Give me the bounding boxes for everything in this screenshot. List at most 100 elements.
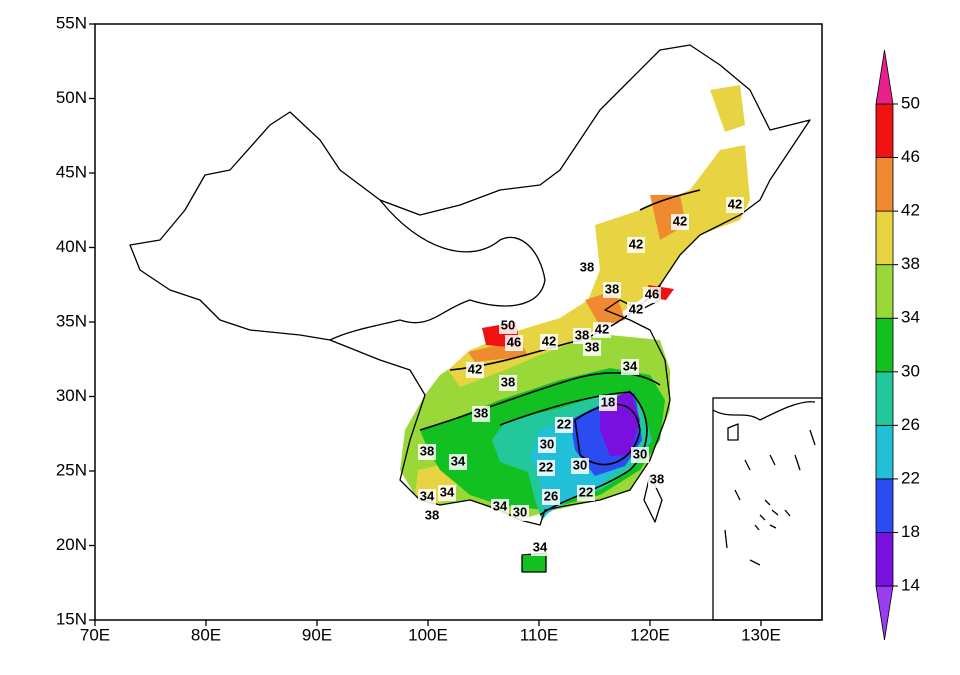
contour-label-bg bbox=[438, 485, 456, 501]
contour-label: 50 bbox=[501, 317, 515, 332]
contour-label: 34 bbox=[420, 488, 435, 503]
contour-label-bg bbox=[505, 335, 523, 351]
contour-label-bg bbox=[631, 447, 649, 463]
y-tick-label: 15N bbox=[56, 609, 87, 628]
contour-label: 38 bbox=[425, 507, 439, 522]
contour-label: 42 bbox=[728, 196, 742, 211]
contour-label: 42 bbox=[629, 236, 643, 251]
contour-label: 22 bbox=[557, 416, 571, 431]
colorbar-label: 18 bbox=[901, 522, 920, 541]
contour-label: 34 bbox=[623, 358, 638, 373]
country-outline bbox=[129, 44, 811, 573]
contour-label-bg bbox=[466, 362, 484, 378]
colorbar-segment bbox=[875, 157, 894, 212]
contour-label-bg bbox=[643, 287, 661, 303]
contour-label-bg bbox=[511, 505, 529, 521]
contour-label: 30 bbox=[633, 446, 647, 461]
contour-label: 42 bbox=[468, 361, 482, 376]
contour-label: 38 bbox=[605, 281, 619, 296]
contour-label-bg bbox=[648, 472, 666, 488]
contour-label: 30 bbox=[513, 504, 527, 519]
contour-label-bg bbox=[540, 334, 558, 350]
contour-label-bg bbox=[583, 340, 601, 356]
contour-label: 26 bbox=[544, 488, 558, 503]
contour-label-bg bbox=[499, 318, 517, 334]
contour-label-bg bbox=[418, 444, 436, 460]
colorbar-segment bbox=[875, 371, 894, 426]
contour-label-bg bbox=[537, 460, 555, 476]
contour-label-bg bbox=[538, 437, 556, 453]
colorbar-label: 30 bbox=[901, 361, 920, 380]
colorbar-label: 22 bbox=[901, 468, 920, 487]
contour-label: 42 bbox=[629, 301, 643, 316]
colorbar-segment bbox=[875, 532, 894, 587]
contour-label-bg bbox=[531, 540, 549, 556]
contour-label: 42 bbox=[673, 213, 687, 228]
contour-label: 46 bbox=[645, 286, 659, 301]
colorbar-label: 26 bbox=[901, 415, 920, 434]
contour-label: 34 bbox=[493, 498, 508, 513]
colorbar-segment bbox=[875, 317, 894, 373]
contour-label: 30 bbox=[573, 457, 587, 472]
x-tick-label: 130E bbox=[741, 625, 781, 644]
colorbar-label: 14 bbox=[901, 575, 920, 594]
x-tick-label: 80E bbox=[191, 625, 221, 644]
contour-label: 38 bbox=[580, 259, 594, 274]
colorbar-label: 42 bbox=[901, 201, 920, 220]
contour-label-bg bbox=[627, 302, 645, 318]
colorbar-segment bbox=[875, 478, 894, 533]
y-tick-label: 50N bbox=[56, 88, 87, 107]
contour-label: 42 bbox=[542, 333, 556, 348]
contour-label-bg bbox=[726, 197, 744, 213]
y-tick-label: 35N bbox=[56, 311, 87, 330]
contour-label: 22 bbox=[579, 484, 593, 499]
contour-label: 34 bbox=[440, 484, 455, 499]
colorbar-label: 38 bbox=[901, 254, 920, 273]
colorbar-label: 50 bbox=[901, 93, 920, 112]
contour-label: 38 bbox=[474, 405, 488, 420]
contour-label-bg bbox=[499, 375, 517, 391]
y-tick-label: 25N bbox=[56, 460, 87, 479]
contour-label: 22 bbox=[539, 459, 553, 474]
colorbar-label: 34 bbox=[901, 308, 920, 327]
colorbar-label: 46 bbox=[901, 147, 920, 166]
contour-label: 46 bbox=[507, 334, 521, 349]
y-tick-label: 45N bbox=[56, 162, 87, 181]
x-tick-label: 100E bbox=[408, 625, 448, 644]
contour-label: 38 bbox=[501, 374, 515, 389]
x-tick-label: 70E bbox=[80, 625, 110, 644]
y-tick-label: 30N bbox=[56, 386, 87, 405]
y-tick-label: 20N bbox=[56, 535, 87, 554]
contour-label-bg bbox=[423, 508, 441, 524]
contour-label: 34 bbox=[533, 539, 548, 554]
contour-label: 38 bbox=[650, 471, 664, 486]
contour-label-bg bbox=[542, 489, 560, 505]
x-tick-label: 110E bbox=[520, 625, 558, 644]
contour-label: 42 bbox=[595, 321, 609, 336]
contour-label-bg bbox=[603, 282, 621, 298]
contour-label-bg bbox=[472, 406, 490, 422]
colorbar-segment bbox=[875, 210, 894, 266]
contour-label-bg bbox=[593, 322, 611, 338]
contour-label-bg bbox=[599, 395, 617, 411]
contour-label-bg bbox=[578, 260, 596, 276]
contour-label: 30 bbox=[540, 436, 554, 451]
y-tick-label: 55N bbox=[56, 13, 87, 32]
contour-label-bg bbox=[577, 485, 595, 501]
colorbar-segment bbox=[875, 264, 894, 319]
contour-label: 38 bbox=[585, 339, 599, 354]
contour-label: 38 bbox=[420, 443, 434, 458]
contour-label-bg bbox=[555, 417, 573, 433]
colorbar-segment bbox=[875, 103, 894, 158]
inset-map bbox=[712, 397, 823, 621]
contour-label-bg bbox=[621, 359, 639, 375]
contour-label-bg bbox=[418, 489, 436, 505]
x-tick-label: 120E bbox=[630, 625, 670, 644]
colorbar-over bbox=[875, 49, 894, 105]
colorbar-segment bbox=[875, 424, 894, 480]
contour-label: 34 bbox=[451, 453, 466, 468]
contour-label-bg bbox=[571, 458, 589, 474]
contour-label-bg bbox=[671, 214, 689, 230]
